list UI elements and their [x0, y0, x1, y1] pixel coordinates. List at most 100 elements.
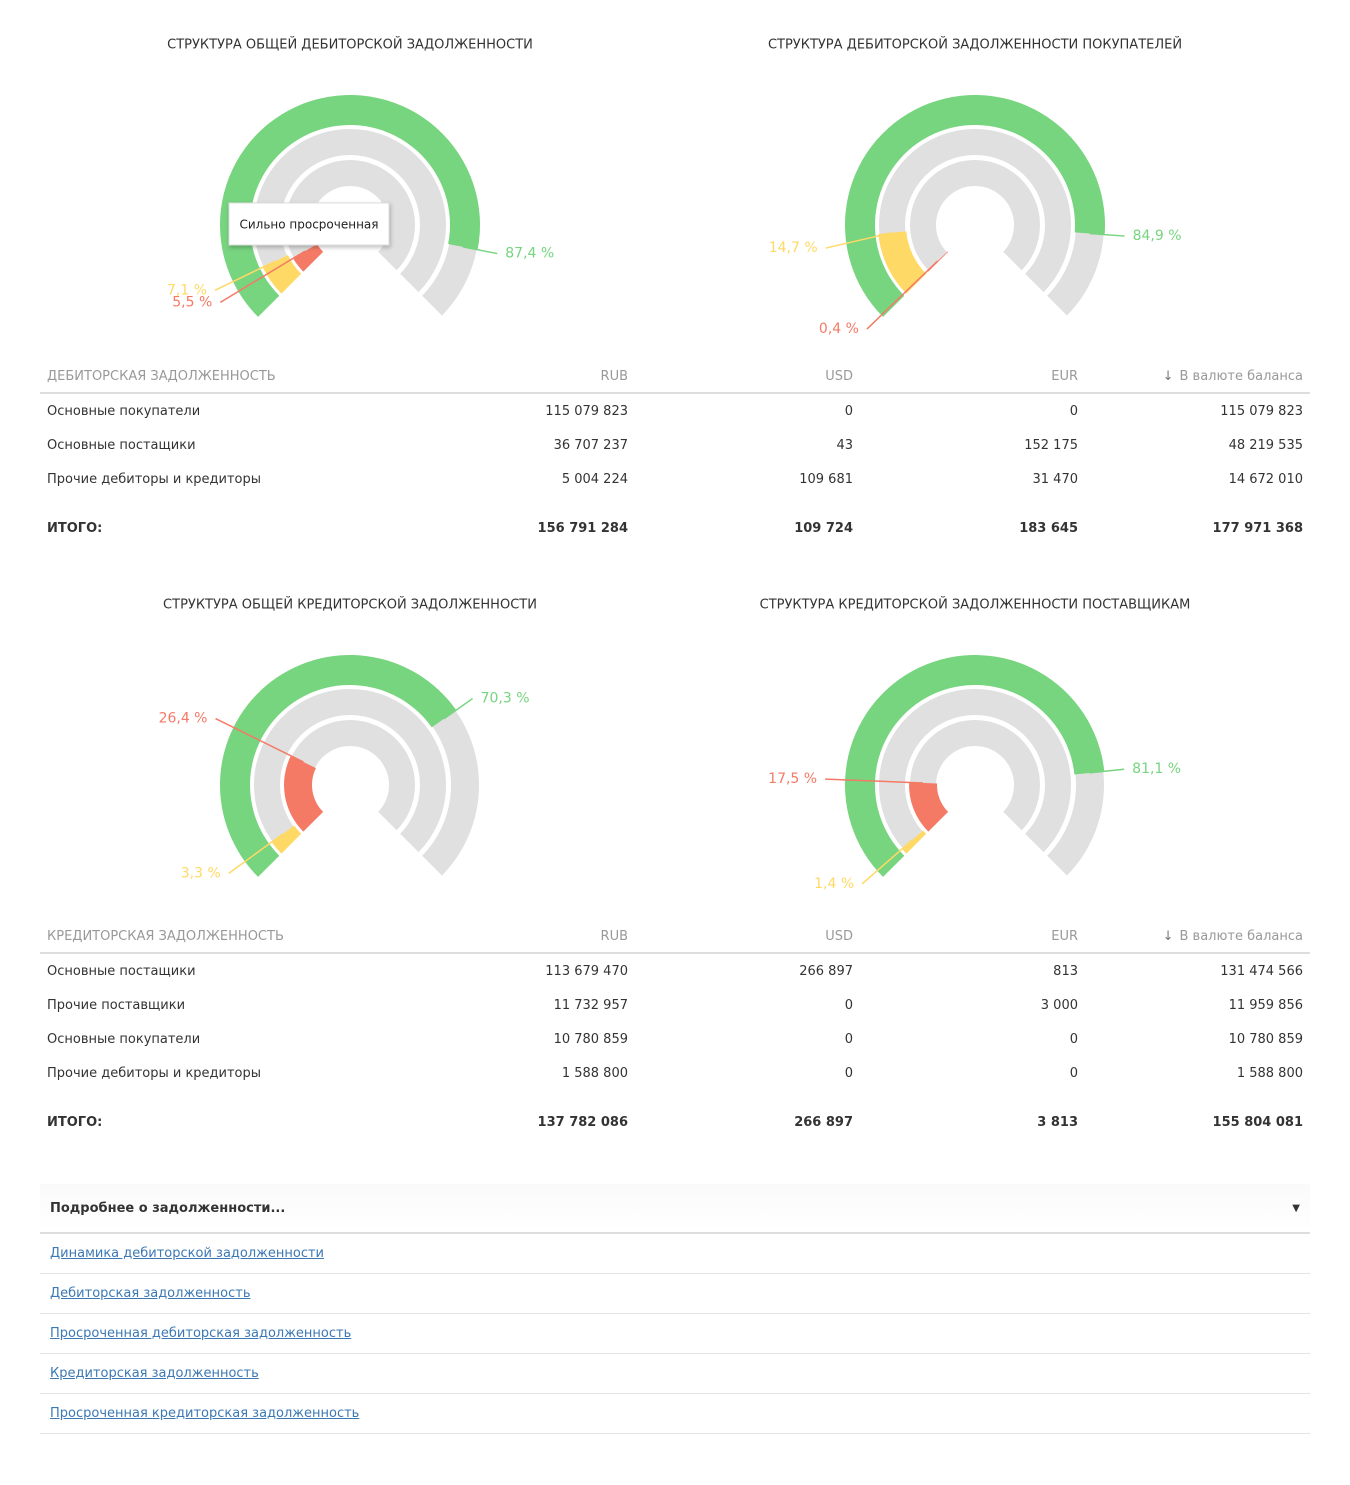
- link-row: Кредиторская задолженность: [40, 1354, 1310, 1394]
- column-header: EUR: [860, 360, 1085, 394]
- link-row: Просроченная дебиторская задолженность: [40, 1314, 1310, 1354]
- total-row: ИТОГО: 137 782 086 266 897 3 813 155 804 081: [40, 1090, 1310, 1146]
- total-cell: ИТОГО:: [47, 520, 103, 536]
- value-label: 3,3 %: [181, 865, 221, 881]
- chart-row: СТРУКТУРА ОБЩЕЙ КРЕДИТОРСКОЙ ЗАДОЛЖЕННОС…: [159, 597, 1191, 892]
- track: [252, 127, 448, 296]
- cell: 36 707 237: [553, 437, 628, 453]
- value-label: 5,5 %: [172, 294, 212, 310]
- header-row: ДЕБИТОРСКАЯ ЗАДОЛЖЕННОСТЬ RUB USD EUR ↓ В вал…: [40, 360, 1310, 394]
- cell: 0: [1069, 1065, 1078, 1081]
- header-text: ДЕБИТОРСКАЯ ЗАДОЛЖЕННОСТЬ: [47, 368, 276, 384]
- header-text: В валюте баланса: [1179, 368, 1303, 384]
- sort-icon: ↓: [1162, 928, 1174, 944]
- cell: Основные покупатели: [47, 403, 201, 419]
- total-cell: 137 782 086: [537, 1114, 628, 1130]
- cell: 5 004 224: [561, 471, 628, 487]
- value-label: 7,1 %: [167, 282, 207, 298]
- leader-line: [866, 260, 939, 330]
- arc: [262, 255, 302, 294]
- leader-line: [462, 246, 498, 255]
- cell: 0: [844, 997, 853, 1013]
- table-row: Прочие дебиторы и кредиторы 5 004 224 109 …: [40, 462, 1310, 496]
- total-cell: ИТОГО:: [47, 1114, 103, 1130]
- chart-title: СТРУКТУРА ОБЩЕЙ ДЕБИТОРСКОЙ ЗАДОЛЖЕННОСТ…: [167, 37, 533, 53]
- total-cell: 155 804 081: [1212, 1114, 1303, 1130]
- cell: 813: [1053, 963, 1078, 979]
- header-text: USD: [825, 928, 853, 944]
- link[interactable]: Динамика дебиторской задолженности: [50, 1246, 325, 1261]
- value-label: 17,5 %: [768, 771, 817, 787]
- cell: Прочие поставщики: [47, 997, 186, 1013]
- arc: [902, 830, 927, 854]
- column-header: ↓ В валюте баланса: [1085, 360, 1310, 394]
- leader-line: [215, 717, 304, 763]
- leader-line: [1089, 232, 1125, 237]
- total-cell: 109 724: [794, 520, 853, 536]
- chart-title: СТРУКТУРА КРЕДИТОРСКОЙ ЗАДОЛЖЕННОСТИ ПОС…: [760, 597, 1191, 613]
- column-header: USD: [635, 920, 860, 954]
- track: [877, 127, 1073, 296]
- cell: Основные покупатели: [47, 1031, 201, 1047]
- total-cell: 177 971 368: [1212, 520, 1303, 536]
- cell: 115 079 823: [545, 403, 628, 419]
- total-row: ИТОГО: 156 791 284 109 724 183 645 177 971 3…: [40, 496, 1310, 552]
- header-text: В валюте баланса: [1179, 928, 1303, 944]
- tooltip-text: Сильно просроченная: [239, 218, 378, 232]
- header-text: КРЕДИТОРСКАЯ ЗАДОЛЖЕННОСТЬ: [47, 928, 284, 944]
- track: [283, 718, 417, 834]
- details-header[interactable]: Подробнее о задолженности... ▼: [40, 1184, 1310, 1234]
- value-label: 81,1 %: [1132, 761, 1181, 777]
- arc: [220, 95, 481, 317]
- cell: 131 474 566: [1220, 963, 1303, 979]
- arc: [219, 655, 457, 877]
- link[interactable]: Просроченная дебиторская задолженность: [50, 1326, 352, 1341]
- leader-line: [825, 778, 924, 784]
- track: [252, 687, 448, 856]
- table-row: Основные покупатели 10 780 859 0 0 10 780 85…: [40, 1022, 1310, 1056]
- track: [283, 158, 417, 274]
- cell: 10 780 859: [1228, 1031, 1303, 1047]
- column-header: EUR: [860, 920, 1085, 954]
- tooltip: Сильно просроченная: [228, 202, 390, 246]
- cell: 115 079 823: [1220, 403, 1303, 419]
- cell: 113 679 470: [545, 963, 628, 979]
- track: [908, 158, 1042, 274]
- arc: [284, 755, 324, 832]
- total-cell: 183 645: [1019, 520, 1078, 536]
- cell: 14 672 010: [1228, 471, 1303, 487]
- value-label: 14,7 %: [769, 240, 818, 256]
- leader-line: [443, 697, 474, 720]
- tooltip-box: [228, 202, 390, 246]
- arc: [845, 95, 1105, 317]
- header-row: КРЕДИТОРСКАЯ ЗАДОЛЖЕННОСТЬ RUB USD EUR ↓ В ва…: [40, 920, 1310, 954]
- link[interactable]: Просроченная кредиторская задолженность: [50, 1406, 360, 1421]
- chart-title: СТРУКТУРА ДЕБИТОРСКОЙ ЗАДОЛЖЕННОСТИ ПОКУ…: [768, 37, 1182, 53]
- total-cell: 156 791 284: [537, 520, 628, 536]
- cell: 31 470: [1032, 471, 1079, 487]
- chart-title: СТРУКТУРА ОБЩЕЙ КРЕДИТОРСКОЙ ЗАДОЛЖЕННОС…: [163, 597, 537, 613]
- value-label: 87,4 %: [505, 246, 554, 262]
- credit-table: КРЕДИТОРСКАЯ ЗАДОЛЖЕННОСТЬ RUB USD EUR ↓ В ва…: [40, 920, 1310, 1146]
- value-label: 26,4 %: [159, 711, 208, 727]
- track: [908, 718, 1042, 834]
- arc: [845, 655, 1105, 877]
- cell: 152 175: [1024, 437, 1078, 453]
- link-row: Дебиторская задолженность: [40, 1274, 1310, 1314]
- link[interactable]: Дебиторская задолженность: [50, 1286, 251, 1301]
- cell: 0: [844, 1031, 853, 1047]
- details: Подробнее о задолженности... ▼ Динамика д…: [40, 1184, 1310, 1434]
- link[interactable]: Кредиторская задолженность: [50, 1366, 259, 1381]
- cell: 266 897: [799, 963, 853, 979]
- header-text: RUB: [600, 368, 628, 384]
- header-text: RUB: [600, 928, 628, 944]
- cell: 0: [1069, 1031, 1078, 1047]
- column-header: ↓ В валюте баланса: [1085, 920, 1310, 954]
- arc: [878, 231, 927, 294]
- cell: Прочие дебиторы и кредиторы: [47, 471, 262, 487]
- column-header: USD: [635, 360, 860, 394]
- cell: Основные постащики: [47, 963, 196, 979]
- value-label: 84,9 %: [1133, 228, 1182, 244]
- cell: 3 000: [1040, 997, 1078, 1013]
